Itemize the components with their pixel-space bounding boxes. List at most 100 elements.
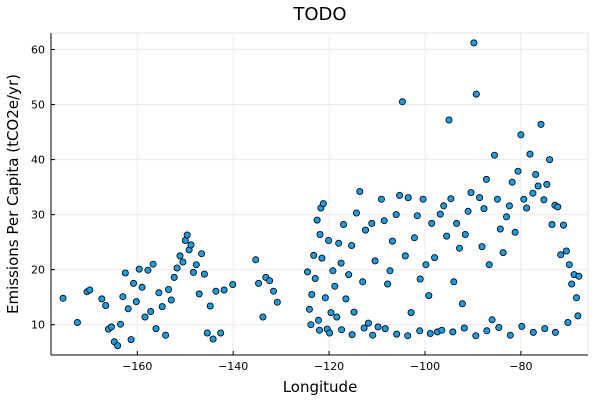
data-point [416, 327, 424, 335]
data-point [438, 326, 446, 334]
data-point [401, 252, 409, 260]
data-point [189, 268, 197, 276]
data-point [529, 189, 537, 197]
data-point [386, 267, 394, 275]
data-point [499, 249, 507, 257]
data-point [461, 230, 469, 238]
data-point [426, 329, 434, 337]
data-point [526, 150, 534, 158]
data-point [511, 228, 519, 236]
data-point [537, 120, 545, 128]
data-point [158, 303, 166, 311]
data-point [127, 336, 135, 344]
data-point [337, 259, 345, 267]
data-point [124, 305, 132, 313]
data-point [259, 313, 267, 321]
data-point [422, 261, 430, 269]
data-point [138, 283, 146, 291]
data-point [551, 328, 559, 336]
x-tick-label: −100 [410, 360, 440, 373]
data-point [331, 282, 339, 290]
data-point [135, 265, 143, 273]
data-point [361, 226, 369, 234]
data-point [173, 264, 181, 272]
data-point [483, 327, 491, 335]
y-tick-label: 40 [31, 154, 45, 167]
data-point [388, 237, 396, 245]
data-point [327, 309, 335, 317]
data-point [480, 205, 488, 213]
data-point [508, 178, 516, 186]
data-point [176, 252, 184, 260]
data-point [393, 330, 401, 338]
data-point [308, 290, 316, 298]
data-point [164, 285, 172, 293]
data-points [59, 39, 583, 350]
y-tick-label: 20 [31, 264, 45, 277]
data-point [212, 287, 220, 295]
data-point [410, 234, 418, 242]
data-point [523, 204, 531, 212]
data-point [311, 274, 319, 282]
data-point [155, 289, 163, 297]
data-point [338, 326, 346, 334]
data-point [217, 329, 225, 337]
y-tick-label: 30 [31, 209, 45, 222]
data-point [144, 266, 152, 274]
data-point [425, 292, 433, 300]
data-point [86, 286, 94, 294]
data-point [377, 195, 385, 203]
data-point [321, 294, 329, 302]
data-point [575, 272, 583, 280]
data-point [307, 321, 315, 329]
data-point [198, 250, 206, 258]
axis-ticks: −160 −140 −120 −100 −80 10 20 30 40 50 60 [31, 44, 532, 373]
data-point [203, 329, 211, 337]
data-point [562, 247, 570, 255]
data-point [472, 90, 480, 98]
data-point [266, 277, 274, 285]
data-point [129, 279, 137, 287]
data-point [229, 280, 237, 288]
data-point [117, 320, 125, 328]
data-point [107, 323, 115, 331]
data-point [192, 261, 200, 269]
data-point [505, 202, 513, 210]
data-point [447, 195, 455, 203]
data-point [187, 241, 195, 249]
data-point [348, 331, 356, 339]
data-point [455, 244, 463, 252]
data-point [305, 305, 313, 313]
data-point [450, 278, 458, 286]
data-point [333, 313, 341, 321]
data-point [220, 286, 228, 294]
data-point [329, 267, 337, 275]
data-point [121, 269, 129, 277]
y-axis-label: Emissions Per Capita (tCO2e/yr) [4, 74, 22, 314]
data-point [428, 219, 436, 227]
data-point [449, 328, 457, 336]
data-point [398, 98, 406, 106]
data-point [114, 342, 122, 350]
y-tick-label: 50 [31, 99, 45, 112]
data-point [348, 241, 356, 249]
data-point [453, 219, 461, 227]
x-tick-label: −80 [509, 360, 532, 373]
y-tick-label: 60 [31, 44, 45, 57]
data-point [132, 298, 140, 306]
data-point [356, 187, 364, 195]
data-point [339, 220, 347, 228]
data-point [440, 202, 448, 210]
data-point [371, 257, 379, 265]
data-point [568, 280, 576, 288]
data-point [252, 256, 260, 264]
data-point [384, 280, 392, 288]
data-point [472, 332, 480, 340]
data-point [162, 331, 170, 339]
data-point [303, 268, 311, 276]
data-point [170, 273, 178, 281]
data-point [574, 312, 582, 320]
